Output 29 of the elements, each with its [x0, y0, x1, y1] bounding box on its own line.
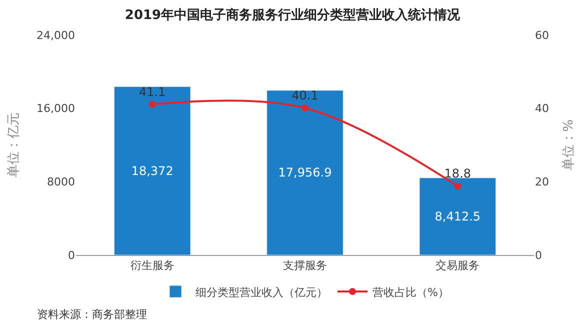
y2-tick-label: 40	[535, 102, 549, 116]
point	[454, 182, 462, 190]
y2-tick-label: 0	[535, 248, 542, 262]
data-label: 17,956.9	[278, 166, 332, 180]
legend-label: 营收占比（%）	[372, 286, 449, 299]
bar	[419, 178, 496, 255]
legend-label: 细分类型营业收入（亿元）	[196, 286, 328, 299]
point	[148, 100, 156, 108]
x-tick-label: 衍生服务	[130, 259, 174, 272]
y-axis-title: 单位：亿元	[6, 112, 22, 178]
y2-tick-label: 60	[535, 28, 549, 42]
data-label: 8,412.5	[434, 209, 481, 224]
chart-title: 2019年中国电子商务服务行业细分类型营业收入统计情况	[124, 6, 462, 23]
data-label: 41.1	[138, 84, 166, 99]
bar	[114, 86, 191, 255]
data-label: 18.8	[444, 166, 472, 181]
y-tick-label: 24,000	[36, 28, 75, 42]
text: 资料来源：商务部整理	[37, 308, 147, 321]
data-label: 40.1	[292, 88, 318, 103]
x-tick-label: 交易服务	[436, 259, 480, 272]
point	[302, 104, 308, 112]
y2-tick-label: 20	[535, 176, 549, 189]
data-label: 18,372	[131, 164, 174, 178]
y-tick-label: 0	[68, 248, 75, 262]
y2-axis-title: 单位：%	[562, 119, 577, 171]
y-tick-label: 16,000	[36, 102, 75, 116]
x-tick-label: 支撑服务	[283, 259, 327, 272]
y-tick-label: 8000	[47, 176, 75, 189]
bar	[266, 90, 344, 255]
